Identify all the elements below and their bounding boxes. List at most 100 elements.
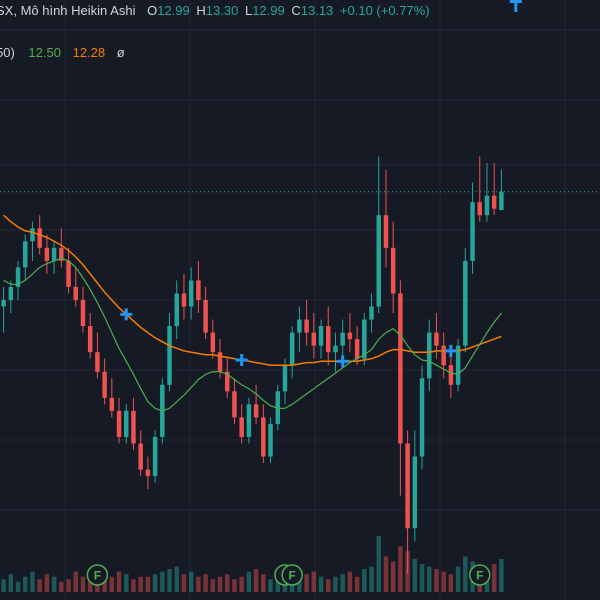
candle-body	[225, 371, 230, 392]
change-value: +0.10 (+0.77%)	[339, 3, 430, 18]
candle-body	[124, 410, 129, 437]
volume-bar	[253, 569, 259, 592]
volume-bar	[347, 571, 353, 592]
candle-body	[376, 215, 381, 307]
volume-bar	[174, 566, 179, 592]
volume-bar	[340, 574, 345, 592]
volume-bar	[448, 574, 454, 592]
candle-body	[253, 404, 259, 418]
f-marker-circle	[86, 564, 109, 586]
volume-bar	[181, 574, 187, 592]
cross-marker-v	[514, 0, 518, 12]
f-marker-circle	[281, 564, 303, 586]
candle-body	[347, 332, 353, 340]
volume-bar	[369, 566, 374, 592]
volume-bar	[116, 571, 122, 592]
candle-body	[333, 345, 338, 353]
extra-symbol: ø	[116, 45, 125, 60]
candle-body	[304, 319, 309, 333]
volume-bar	[412, 558, 418, 592]
candle-body	[340, 332, 345, 346]
cross-marker	[509, 0, 522, 12]
candle-body	[318, 326, 324, 346]
low-label: L	[244, 3, 253, 18]
volume-bar	[217, 576, 223, 592]
volume-bar	[318, 576, 324, 592]
candle-body	[383, 215, 389, 248]
volume-bar	[167, 569, 172, 592]
candle-body	[87, 326, 93, 353]
candle-body	[210, 332, 216, 353]
volume-bar	[23, 576, 28, 592]
candle-body	[217, 352, 223, 372]
volume-bar	[131, 579, 136, 592]
cross-marker	[120, 308, 133, 321]
candle-body	[427, 332, 432, 379]
cross-markers	[120, 0, 522, 368]
candle-body	[131, 410, 136, 444]
volume-bar	[160, 571, 165, 592]
f-markers: FFFF	[86, 564, 491, 586]
volume-bar	[304, 574, 309, 592]
volume-bar	[383, 556, 389, 592]
volume-bar	[124, 574, 129, 592]
cross-marker-v	[240, 354, 244, 366]
volume-bar	[354, 576, 360, 592]
volume-bar	[232, 579, 237, 592]
volume-bar	[15, 581, 21, 592]
candle-body	[145, 469, 151, 477]
volume-bar	[390, 561, 396, 592]
candle-body	[491, 195, 497, 209]
candle-body	[412, 456, 418, 529]
candle-body	[174, 293, 179, 327]
candle-body	[470, 202, 475, 261]
candle-body	[44, 247, 50, 261]
candle-body	[484, 195, 490, 216]
candle-body	[455, 345, 461, 385]
candle-body	[167, 326, 172, 385]
open-label: O	[147, 3, 158, 18]
fast-ma-line	[3, 257, 502, 412]
indicator-legend[interactable]: 50) 12.50 12.28 ø	[0, 44, 128, 62]
cross-marker	[235, 354, 248, 366]
candle-body	[246, 404, 252, 437]
candle-body	[152, 436, 158, 477]
volume-bar	[109, 576, 115, 592]
candle-body	[261, 417, 266, 457]
candle-body	[15, 267, 21, 287]
candle-body	[188, 280, 194, 307]
high-label: H	[196, 3, 206, 18]
f-marker-circle	[469, 564, 491, 586]
volume-bar	[44, 574, 50, 592]
candle-body	[66, 260, 71, 287]
volume-bar	[455, 566, 461, 592]
candle-body	[282, 365, 288, 392]
candle-body	[138, 443, 143, 470]
candle-body	[311, 332, 317, 346]
volume-bar	[333, 576, 338, 592]
candle-body	[477, 202, 482, 216]
cross-marker-v	[341, 355, 345, 368]
candle-body	[369, 306, 374, 320]
volume-bar	[51, 576, 57, 592]
candle-body	[23, 241, 28, 268]
f-marker-label: F	[289, 569, 296, 583]
candle-body	[419, 378, 425, 457]
candle-body	[289, 332, 295, 366]
volume-bar	[145, 576, 151, 592]
candle-body	[37, 228, 42, 248]
slow-ma-value: 12.28	[72, 45, 106, 60]
candle-body	[116, 410, 122, 437]
f-marker: F	[86, 564, 109, 586]
volume-bar	[499, 558, 504, 592]
heikin-ashi-candles	[1, 156, 504, 574]
volume-bar	[326, 579, 331, 592]
volume-bar	[80, 576, 86, 592]
volume-bar	[87, 574, 93, 592]
volume-bar	[152, 574, 158, 592]
volume-bar	[8, 574, 14, 592]
volume-bar	[239, 576, 244, 592]
candle-body	[102, 371, 107, 398]
volume-bar	[196, 576, 201, 592]
